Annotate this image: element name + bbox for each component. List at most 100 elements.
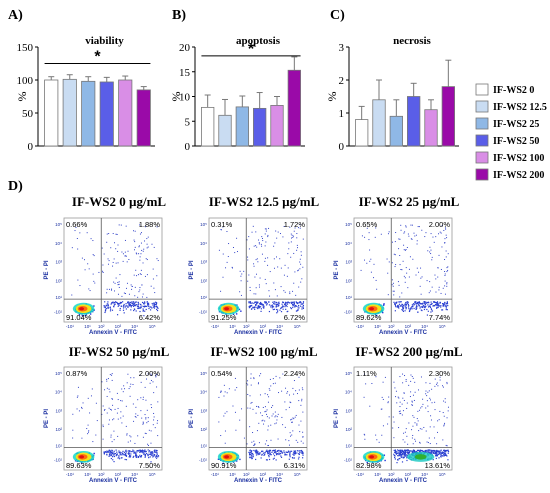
event-dot-lower-right bbox=[281, 306, 283, 308]
event-dot-upper-right bbox=[250, 402, 252, 404]
event-dot-upper-right bbox=[293, 380, 295, 382]
event-dot-lower-right bbox=[118, 455, 120, 457]
event-dot-upper-right bbox=[246, 239, 248, 241]
event-dot-upper-right bbox=[152, 278, 154, 280]
event-dot-upper-right bbox=[247, 256, 249, 258]
event-dot-lower-right bbox=[154, 451, 156, 453]
x-tick-label: 10² bbox=[243, 472, 250, 477]
y-tick-label: 10³ bbox=[55, 260, 62, 265]
event-dot-lower-right bbox=[267, 451, 269, 454]
event-dot-lower-right bbox=[426, 302, 428, 304]
event-dot-lower-right bbox=[401, 303, 403, 305]
event-dot-lower-right bbox=[275, 459, 277, 461]
bar-necrosis-4 bbox=[424, 109, 438, 147]
event-dot-upper-right bbox=[247, 259, 249, 261]
event-dot-lower-right bbox=[442, 303, 444, 305]
event-dot-upper-right bbox=[131, 288, 133, 290]
event-dot-lower-right bbox=[271, 451, 273, 453]
event-dot-lower-right bbox=[282, 306, 284, 308]
event-dot-upper-left bbox=[71, 247, 73, 249]
event-dot-upper-right bbox=[403, 275, 405, 277]
event-dot-upper-left bbox=[223, 415, 225, 417]
event-dot-lower-right bbox=[266, 451, 268, 453]
event-dot-upper-right bbox=[139, 289, 141, 291]
event-dot-lower-right bbox=[413, 449, 416, 452]
event-dot-lower-right bbox=[444, 301, 446, 304]
event-dot-upper-right bbox=[268, 388, 270, 390]
event-dot-upper-right bbox=[401, 269, 403, 271]
event-dot-lower-right bbox=[258, 307, 261, 309]
legend-label: IF-WS2 0 bbox=[493, 85, 534, 96]
event-dot-upper-right bbox=[128, 259, 130, 261]
event-dot-lower-right bbox=[134, 454, 137, 457]
event-dot-lower-right bbox=[130, 306, 132, 308]
event-dot-upper-right bbox=[132, 403, 134, 405]
event-dot-upper-right bbox=[127, 373, 129, 375]
event-dot-lower-right bbox=[429, 306, 432, 308]
event-dot-upper-left bbox=[72, 437, 74, 439]
event-dot-upper-right bbox=[276, 237, 278, 239]
event-dot-upper-right bbox=[290, 256, 292, 258]
event-dot-lower-right bbox=[437, 306, 439, 309]
event-dot-lower-right bbox=[123, 303, 125, 306]
legend-label: IF-WS2 50 bbox=[493, 136, 539, 147]
event-dot-lower-right bbox=[132, 302, 134, 304]
event-dot-lower-right bbox=[254, 301, 257, 303]
quadrant-upper-right: 1.72% bbox=[284, 220, 306, 229]
event-dot-upper-right bbox=[121, 251, 123, 253]
event-dot-lower-right bbox=[400, 301, 402, 303]
event-dot-lower-right bbox=[296, 452, 298, 454]
event-dot-upper-left bbox=[368, 239, 370, 241]
event-dot-upper-right bbox=[154, 427, 156, 429]
event-dot-lower-right bbox=[296, 450, 299, 452]
event-dot-upper-right bbox=[295, 439, 297, 441]
y-tick-label: 10 bbox=[179, 92, 191, 104]
event-dot-upper-right bbox=[393, 290, 395, 292]
event-dot-upper-left bbox=[220, 391, 222, 393]
event-dot-upper-right bbox=[295, 294, 297, 296]
event-dot-lower-right bbox=[138, 303, 140, 305]
event-dot-upper-right bbox=[267, 425, 269, 427]
event-dot-upper-right bbox=[116, 233, 118, 235]
event-dot-upper-right bbox=[110, 436, 112, 438]
event-dot-upper-right bbox=[144, 432, 146, 434]
event-dot-lower-right bbox=[431, 453, 433, 455]
event-dot-upper-right bbox=[142, 422, 144, 424]
event-dot-upper-right bbox=[292, 290, 294, 292]
event-dot-upper-right bbox=[434, 385, 436, 387]
event-dot-upper-right bbox=[433, 426, 435, 428]
event-dot-upper-right bbox=[412, 425, 414, 427]
y-tick-label: -10¹ bbox=[344, 458, 353, 463]
event-dot-lower-right bbox=[119, 309, 121, 311]
event-dot-upper-right bbox=[249, 286, 251, 288]
event-dot-upper-right bbox=[112, 404, 114, 406]
event-dot-upper-right bbox=[409, 256, 411, 258]
event-dot-upper-right bbox=[290, 419, 292, 421]
event-dot-lower-right bbox=[293, 450, 296, 453]
event-dot-lower-right bbox=[257, 451, 259, 453]
event-dot-lower-right bbox=[157, 307, 159, 309]
y-tick-label: 2 bbox=[339, 75, 345, 87]
event-dot-upper-right bbox=[277, 266, 279, 268]
event-dot-upper-right bbox=[424, 236, 426, 238]
event-dot-upper-right bbox=[283, 225, 285, 227]
event-dot-lower-right bbox=[107, 450, 109, 453]
event-dot-upper-right bbox=[117, 262, 119, 264]
panel-label: C) bbox=[330, 8, 345, 23]
event-dot-upper-right bbox=[402, 382, 404, 384]
event-dot-lower-right bbox=[287, 310, 289, 312]
event-dot-lower-right bbox=[277, 453, 279, 455]
event-dot-upper-right bbox=[144, 275, 146, 277]
event-dot-lower-right bbox=[299, 305, 302, 307]
event-dot-upper-right bbox=[425, 393, 427, 395]
event-dot-upper-right bbox=[102, 270, 104, 272]
event-dot-upper-right bbox=[425, 407, 427, 409]
event-dot-upper-right bbox=[148, 429, 150, 431]
event-dot-upper-right bbox=[126, 434, 128, 436]
event-dot-upper-right bbox=[447, 266, 449, 268]
event-dot-upper-right bbox=[107, 258, 109, 260]
event-dot-lower-right bbox=[406, 302, 408, 305]
event-dot-lower-right bbox=[272, 306, 275, 308]
event-dot-upper-left bbox=[369, 405, 371, 407]
